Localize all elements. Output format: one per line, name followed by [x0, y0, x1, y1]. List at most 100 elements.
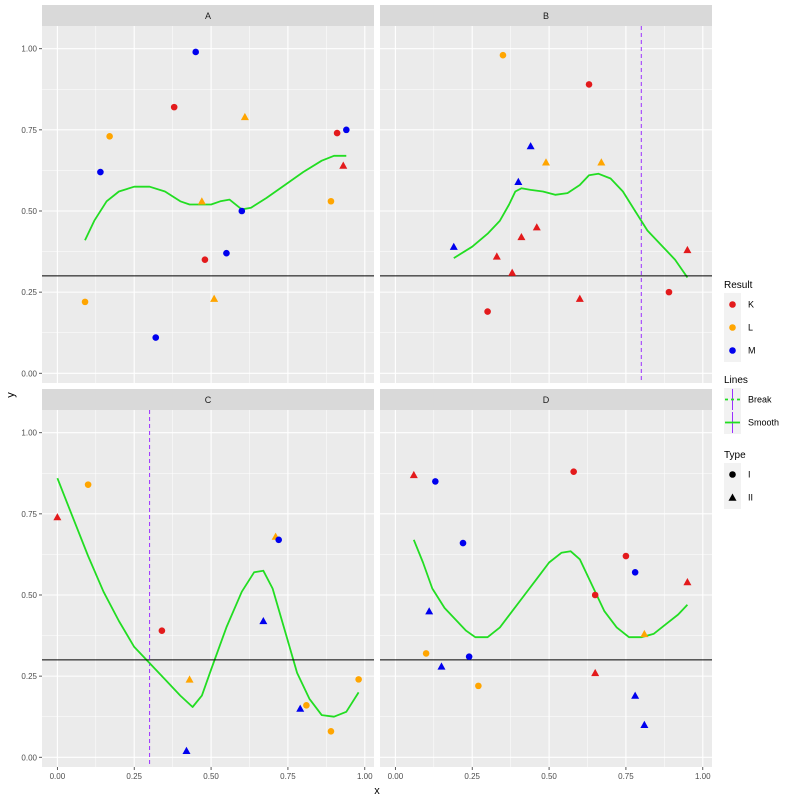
data-point [683, 245, 692, 254]
facet-panels: A 0.00 0.25 0.50 0.75 1.00 B C 0.00 0.25 0.50 0.75 1… [21, 5, 712, 781]
data-point [532, 223, 541, 231]
legend-title-lines: Lines [724, 375, 748, 386]
data-point [640, 720, 649, 729]
y-tick-label: 0.25 [21, 288, 37, 297]
data-point [492, 252, 501, 260]
legend-key-type-I [729, 471, 736, 478]
x-tick-label: 0.75 [618, 772, 634, 781]
data-point [465, 653, 473, 660]
facet-strip-label: C [205, 395, 212, 405]
data-point [185, 675, 194, 683]
panel-background [380, 410, 712, 767]
facet-strip-label: A [205, 11, 211, 21]
data-point [303, 702, 310, 709]
y-tick-label: 0.00 [21, 753, 37, 762]
data-point [210, 294, 219, 302]
data-point [437, 662, 446, 670]
data-point [197, 197, 206, 205]
legend-label-result-L: L [748, 323, 753, 333]
smooth-line [84, 154, 347, 241]
data-point [425, 607, 434, 615]
data-point [355, 676, 362, 683]
data-point [97, 168, 104, 176]
facet-strip [380, 389, 712, 410]
data-point [182, 746, 191, 754]
y-tick-label: 1.00 [21, 429, 37, 438]
legend-label-type-I: I [748, 470, 751, 480]
data-point [259, 616, 268, 625]
data-point [591, 591, 599, 599]
data-point [409, 470, 418, 479]
data-point [192, 48, 200, 56]
data-point [475, 682, 482, 690]
x-tick-label: 1.00 [357, 772, 373, 781]
panel-background [380, 26, 712, 383]
data-point [158, 627, 166, 634]
smooth-line [56, 477, 360, 718]
facet-strip [380, 5, 712, 26]
facet-panel-C: C 0.00 0.25 0.50 0.75 1.00 0.00 0.25 0.50 0.75 1.0… [21, 389, 374, 781]
x-tick-label: 0.50 [203, 772, 219, 781]
legend-key-result-K [729, 301, 736, 308]
facet-panel-B: B [380, 5, 712, 383]
data-point [81, 298, 89, 306]
data-point [622, 552, 630, 560]
data-point [517, 232, 526, 241]
legend-label-lines-break: Break [748, 395, 772, 405]
legend-label-result-K: K [748, 300, 754, 310]
panel-background [42, 410, 374, 767]
facet-strip [42, 5, 374, 26]
y-tick-label: 0.50 [21, 591, 37, 600]
y-tick-label: 0.50 [21, 207, 37, 216]
data-point [333, 129, 341, 137]
data-point [339, 161, 348, 169]
data-point [106, 133, 113, 140]
y-tick-label: 1.00 [21, 45, 37, 54]
y-tick-label: 0.75 [21, 510, 37, 519]
y-axis-title: y [5, 392, 17, 398]
x-tick-label: 0.50 [541, 772, 557, 781]
data-point [422, 650, 430, 657]
data-point [432, 478, 439, 485]
data-point [526, 142, 535, 150]
data-point [570, 468, 577, 475]
data-point [665, 288, 673, 296]
data-point [683, 578, 692, 586]
x-tick-label: 0.00 [50, 772, 66, 781]
data-point [508, 268, 517, 276]
x-tick-label: 0.25 [126, 772, 142, 781]
data-point [240, 112, 249, 121]
facet-strip [42, 389, 374, 410]
y-tick-label: 0.25 [21, 672, 37, 681]
data-point [640, 629, 649, 638]
legend-label-result-M: M [748, 346, 756, 356]
legend-key-result-L [729, 324, 736, 331]
data-point [484, 308, 491, 315]
legend-title-type: Type [724, 450, 746, 461]
facet-panel-D: D 0.00 0.25 0.50 0.75 1.00 [380, 389, 712, 781]
data-point [53, 513, 62, 521]
data-point [170, 103, 178, 111]
legend-label-lines-smooth: Smooth [748, 418, 779, 428]
x-tick-label: 1.00 [695, 772, 711, 781]
legend-label-type-II: II [748, 493, 753, 503]
data-point [327, 197, 335, 205]
data-point [449, 242, 458, 250]
facet-strip-label: D [543, 395, 550, 405]
data-point [275, 536, 283, 544]
data-point [152, 334, 160, 341]
data-point [514, 177, 523, 185]
legend-title-result: Result [724, 280, 753, 291]
data-point [343, 126, 350, 134]
legend-key-type-II [728, 493, 737, 501]
data-point [631, 568, 639, 576]
data-point [84, 481, 92, 488]
data-point [459, 539, 467, 547]
legend-key-result-M [729, 347, 736, 354]
smooth-line [412, 539, 689, 639]
x-tick-label: 0.75 [280, 772, 296, 781]
data-point [575, 294, 584, 302]
data-point [542, 158, 550, 166]
